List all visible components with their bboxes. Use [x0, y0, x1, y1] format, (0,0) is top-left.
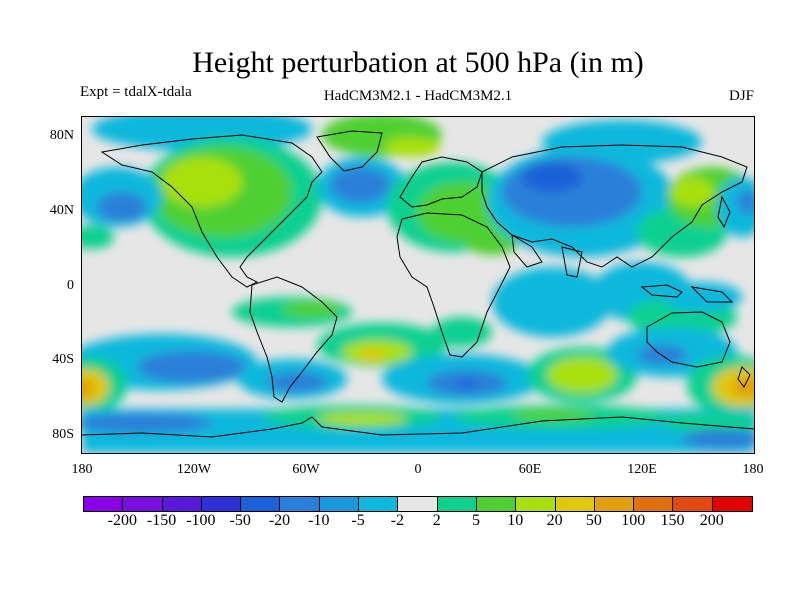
colorbar-label: 100	[621, 512, 646, 529]
x-tick-label-120e: 120E	[627, 462, 657, 477]
colorbar-swatch	[241, 497, 281, 511]
map-plot-area	[81, 116, 755, 454]
colorbar-swatch	[712, 497, 753, 511]
contour-fill-layer	[82, 117, 754, 453]
colorbar-swatch	[673, 497, 713, 511]
model-label: HadCM3M2.1 - HadCM3M2.1	[323, 88, 513, 104]
colorbar-label: 150	[660, 512, 685, 529]
colorbar-label: 5	[472, 512, 480, 529]
colorbar-swatch	[359, 497, 399, 511]
colorbar-label: 50	[585, 512, 602, 529]
colorbar-swatch	[476, 497, 517, 511]
colorbar-label: -20	[268, 512, 291, 529]
x-tick-label-180e: 180	[742, 462, 764, 477]
colorbar-label: -200	[107, 512, 137, 529]
y-tick-label-40n: 40N	[49, 203, 74, 218]
colorbar-swatch	[634, 497, 674, 511]
colorbar-label: 200	[699, 512, 724, 529]
x-tick-label-60w: 60W	[292, 462, 320, 477]
coastline-layer	[82, 130, 754, 438]
colorbar-swatch	[280, 497, 320, 511]
x-tick-label-60e: 60E	[518, 462, 542, 477]
colorbar-label: -150	[146, 512, 177, 529]
x-tick-label-120w: 120W	[176, 462, 212, 477]
page-title: Height perturbation at 500 hPa (in m)	[192, 46, 644, 79]
contour-map	[82, 117, 754, 453]
colorbar-label: -100	[186, 512, 216, 529]
x-tick-label-180w: 180	[71, 462, 93, 477]
colorbar-swatch	[594, 497, 635, 511]
season-label: DJF	[728, 88, 754, 104]
colorbar-label: -2	[390, 512, 405, 529]
colorbar-label: -50	[229, 512, 251, 529]
colorbar-swatch	[437, 497, 477, 511]
colorbar-swatch	[516, 497, 556, 511]
experiment-label: Expt = tdalX-tdala	[80, 84, 192, 100]
colorbar-swatch	[84, 497, 124, 511]
y-tick-label-40s: 40S	[52, 352, 74, 367]
colorbar-swatch	[123, 497, 163, 511]
colorbar-label: -10	[308, 512, 330, 529]
colorbar-swatch	[398, 497, 438, 511]
colorbar-label: -5	[351, 512, 365, 529]
colorbar-swatch	[162, 497, 202, 511]
y-tick-label-0: 0	[67, 278, 74, 293]
colorbar-swatch	[555, 497, 595, 511]
y-tick-label-80n: 80N	[49, 128, 74, 143]
colorbar-swatch	[319, 497, 360, 511]
colorbar-label: 2	[432, 512, 441, 529]
y-tick-label-80s: 80S	[52, 427, 74, 442]
colorbar	[83, 496, 754, 512]
colorbar-label: 10	[507, 512, 524, 529]
colorbar-label: 20	[546, 512, 563, 529]
x-tick-label-0: 0	[414, 462, 422, 477]
colorbar-swatch	[201, 497, 242, 511]
